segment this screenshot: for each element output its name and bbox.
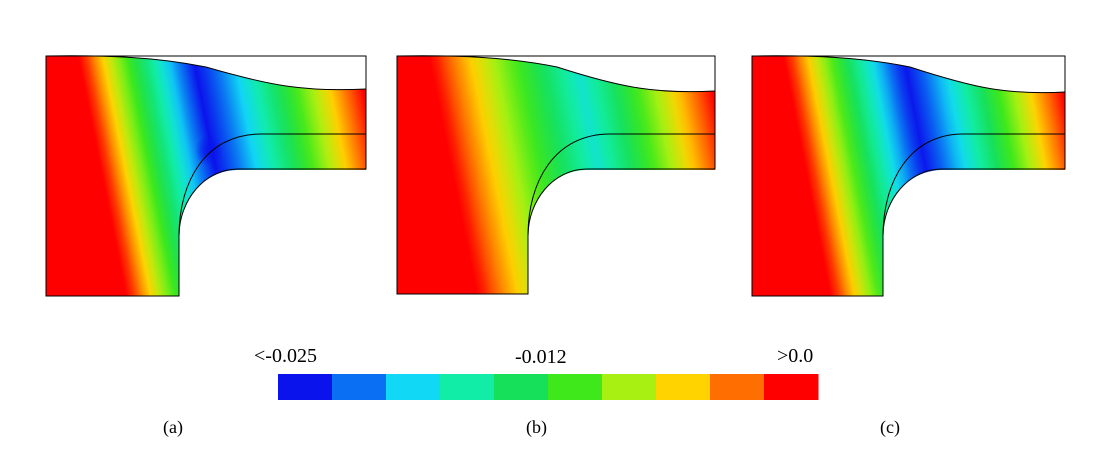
notch-cutout-b	[528, 170, 715, 294]
colorbar-segment	[386, 374, 441, 400]
minimum-hotspot	[195, 135, 223, 167]
panel-label-b: (b)	[526, 417, 547, 438]
colorbar-segment	[764, 374, 819, 400]
notch-cutout-a	[179, 170, 366, 296]
contour-panel-b	[396, 55, 716, 295]
panel-label-a: (a)	[163, 417, 183, 438]
deformed-top-edge-b	[396, 55, 716, 93]
colorbar-segment	[494, 374, 549, 400]
colorbar-segment	[440, 374, 495, 400]
panel-label-c: (c)	[880, 417, 900, 438]
interface-line-b	[527, 133, 715, 237]
notch-cutout-c	[883, 170, 1065, 296]
colorbar-segment	[332, 374, 387, 400]
contour-panel-c	[751, 55, 1066, 297]
colorbar-min-label: <-0.025	[254, 345, 317, 367]
interface-line-c	[882, 133, 1065, 237]
colorbar-segment	[656, 374, 711, 400]
interface-line-a	[178, 133, 366, 237]
upper-boundary-gap-a	[46, 55, 366, 90]
deformed-top-edge-a	[45, 55, 367, 91]
colorbar-segment	[548, 374, 603, 400]
upper-boundary-gap-c	[752, 55, 1065, 93]
contour-panel-a	[45, 55, 367, 297]
colorbar-segment	[602, 374, 657, 400]
colorbar-segment	[710, 374, 765, 400]
upper-boundary-gap-b	[397, 55, 715, 92]
deformed-top-edge-c	[751, 55, 1066, 94]
colorbar	[278, 374, 819, 400]
colorbar-mid-label: -0.012	[515, 346, 567, 368]
colorbar-max-label: >0.0	[777, 345, 813, 367]
colorbar-segment	[278, 374, 333, 400]
